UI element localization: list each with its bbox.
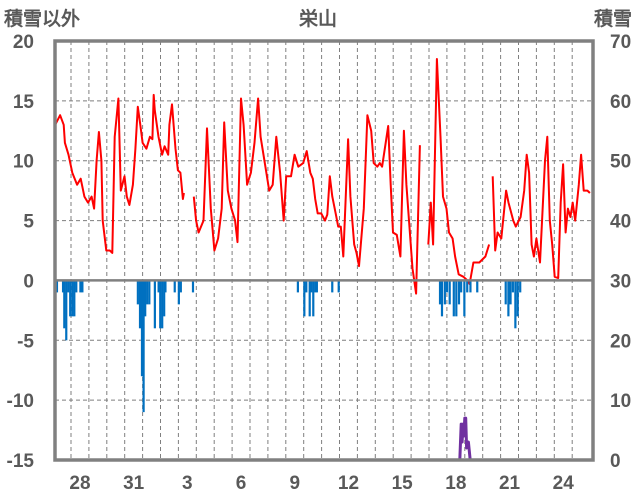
chart-title: 栄山	[298, 7, 337, 30]
right-tick-label: 20	[610, 331, 631, 352]
precipitation-bar	[463, 280, 466, 317]
left-tick-label: -5	[17, 331, 34, 352]
right-tick-label: 0	[610, 451, 621, 472]
precipitation-bar	[163, 280, 166, 317]
left-tick-label: -10	[7, 391, 34, 412]
x-tick-label: 21	[499, 473, 521, 494]
precipitation-bar	[519, 280, 522, 293]
precipitation-bar	[71, 280, 74, 317]
gridlines	[55, 41, 593, 460]
right-tick-label: 30	[610, 271, 631, 292]
x-tick-label: 9	[289, 473, 300, 494]
precipitation-bar	[455, 280, 458, 317]
precipitation-bar	[144, 280, 147, 317]
precipitation-bar	[177, 280, 180, 305]
precipitation-bar	[153, 280, 156, 329]
right-tick-label: 10	[610, 391, 631, 412]
precipitation-bar	[308, 280, 311, 317]
precipitation-bar	[314, 280, 317, 293]
precipitation-bar	[69, 280, 72, 317]
temperature-line	[192, 97, 421, 295]
right-axis-title: 積雪	[594, 7, 632, 30]
x-tick-label: 28	[69, 473, 90, 494]
precipitation-bar	[148, 280, 151, 305]
precipitation-bar	[61, 280, 65, 293]
precipitation-bar	[161, 280, 164, 329]
precipitation-bar	[296, 280, 299, 293]
precipitation-bar	[157, 280, 160, 293]
precipitation-bar	[138, 280, 142, 329]
x-tick-label: 15	[392, 473, 414, 494]
left-axis-title: 積雪以外	[4, 7, 80, 30]
precipitation-bar	[460, 280, 463, 293]
precipitation-bar	[179, 280, 182, 293]
precipitation-bar	[81, 280, 84, 293]
plot-frame	[53, 39, 595, 462]
plot-marks	[54, 58, 591, 462]
left-tick-label: 15	[13, 92, 35, 113]
precipitation-bar	[164, 280, 167, 293]
right-tick-label: 70	[610, 32, 631, 53]
precipitation-bar	[55, 280, 59, 293]
precipitation-bar	[303, 280, 306, 317]
temperature-line	[427, 58, 491, 285]
precipitation-bar	[67, 280, 70, 293]
x-tick-label: 12	[338, 473, 359, 494]
precipitation-bar	[440, 280, 444, 317]
precipitation-bar	[476, 280, 479, 293]
precipitation-bar	[75, 280, 78, 293]
precipitation-bar	[65, 280, 68, 341]
precipitation-bar	[443, 280, 446, 305]
x-tick-label: 6	[236, 473, 247, 494]
precipitation-bar	[504, 280, 507, 305]
precipitation-bar	[136, 280, 139, 305]
precipitation-bar	[438, 280, 442, 305]
left-tick-label: 5	[23, 212, 34, 233]
precipitation-bar	[191, 280, 195, 293]
precipitation-bar	[312, 280, 315, 317]
left-tick-label: 10	[13, 152, 34, 173]
precipitation-bar	[73, 280, 76, 317]
precipitation-bar	[331, 280, 334, 293]
x-tick-label: 31	[123, 473, 145, 494]
snow-depth-line	[427, 416, 591, 462]
left-tick-label: 0	[23, 271, 34, 292]
x-tick-label: 24	[553, 473, 575, 494]
right-tick-label: 60	[610, 92, 631, 113]
precipitation-bar	[140, 280, 144, 377]
precipitation-bar	[310, 280, 313, 293]
right-tick-label: 50	[610, 152, 631, 173]
precipitation-bar	[63, 280, 66, 329]
precipitation-bar	[142, 280, 145, 413]
precipitation-bar	[509, 280, 512, 305]
left-tick-label: 20	[13, 32, 34, 53]
x-tick-label: 18	[445, 473, 466, 494]
precipitation-bar	[466, 280, 469, 293]
x-tick-label: 3	[182, 473, 193, 494]
precipitation-bar	[305, 280, 308, 293]
precipitation-bar	[469, 280, 472, 293]
precipitation-bar	[445, 280, 449, 293]
precipitation-bar	[507, 280, 510, 317]
precipitation-bar	[452, 280, 455, 317]
precipitation-bar	[146, 280, 149, 305]
precipitation-bar	[516, 280, 519, 317]
temperature-line	[54, 93, 185, 254]
precipitation-bar	[457, 280, 461, 305]
precipitation-bar	[159, 280, 162, 329]
precipitation-bar	[337, 280, 340, 293]
precipitation-bar	[511, 280, 514, 293]
precipitation-bar	[514, 280, 517, 329]
precipitation-bar	[173, 280, 176, 293]
left-tick-label: -15	[7, 451, 35, 472]
right-tick-label: 40	[610, 212, 631, 233]
precipitation-bar	[79, 280, 82, 293]
temperature-line	[491, 135, 591, 279]
precipitation-bar	[315, 280, 318, 293]
precipitation-bar	[448, 280, 451, 305]
